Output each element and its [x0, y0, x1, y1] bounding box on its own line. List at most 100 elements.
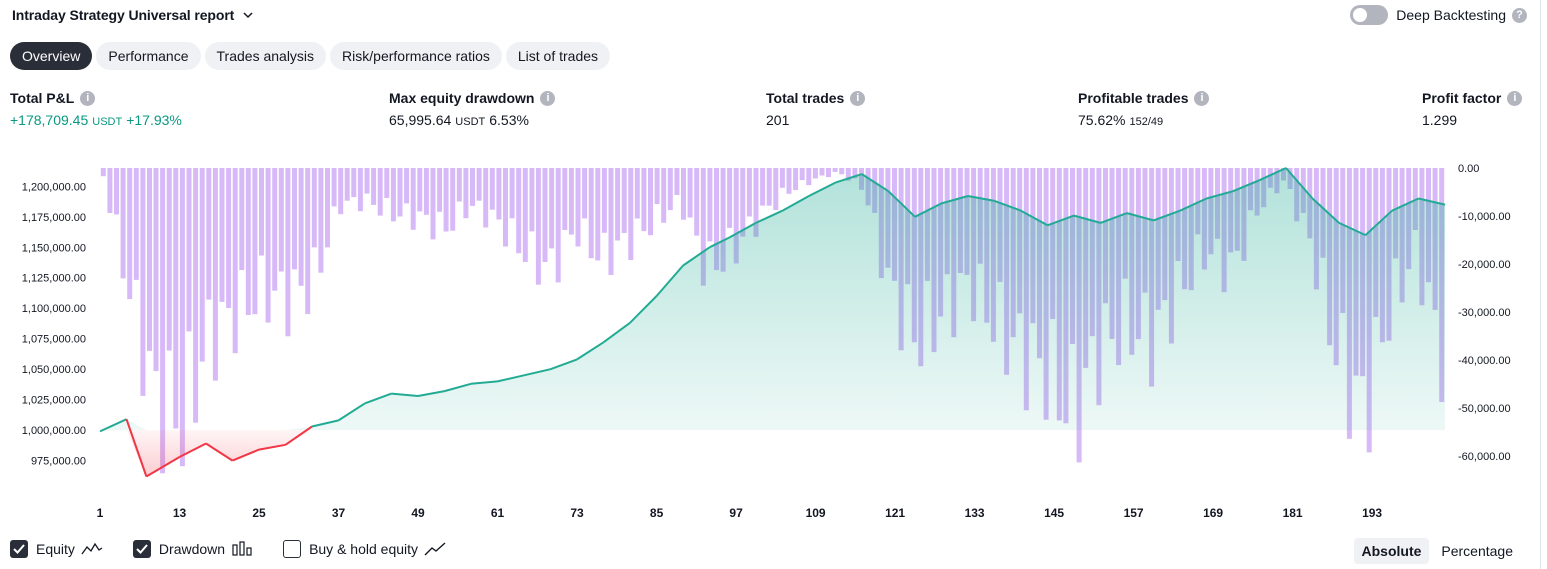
right-axis-tick: -50,000.00 — [1458, 403, 1511, 415]
equity-drawdown-chart[interactable]: 1,200,000.00 1,175,000.00 1,150,000.00 1,12… — [0, 150, 1540, 535]
drawdown-bar — [522, 168, 528, 262]
x-axis-tick: 49 — [411, 506, 425, 520]
metric-max-equity-drawdown: Max equity drawdown i 65,995.64 USDT 6.53… — [389, 88, 556, 132]
drawdown-bar — [727, 168, 733, 228]
info-icon[interactable]: i — [540, 90, 556, 106]
report-title-dropdown[interactable]: Intraday Strategy Universal report — [12, 4, 254, 26]
equity-segment — [1073, 214, 1101, 224]
info-icon[interactable]: i — [1507, 90, 1523, 106]
drawdown-bar — [390, 168, 396, 222]
drawdown-bar — [839, 168, 845, 175]
x-axis-tick: 85 — [650, 506, 664, 520]
absolute-button[interactable]: Absolute — [1353, 538, 1430, 564]
drawdown-bar — [542, 168, 548, 262]
drawdown-bar — [259, 168, 264, 256]
legend-equity[interactable]: Equity — [10, 540, 103, 558]
drawdown-bar — [450, 168, 456, 231]
equity-area — [100, 168, 1445, 477]
equity-segment — [179, 442, 207, 458]
drawdown-bar — [641, 168, 647, 232]
tab-trades-analysis[interactable]: Trades analysis — [204, 42, 327, 70]
equity-area-profit — [100, 168, 1445, 431]
drawdown-bar — [760, 168, 766, 206]
right-axis-tick: 0.00 — [1458, 163, 1479, 175]
legend-buy-hold[interactable]: Buy & hold equity — [283, 540, 446, 558]
equity-segment — [994, 199, 1022, 212]
checkbox-buy-hold[interactable] — [283, 540, 302, 558]
equity-icon — [81, 542, 103, 555]
legend-drawdown[interactable]: Drawdown — [132, 540, 253, 558]
drawdown-bar — [628, 168, 634, 260]
drawdown-bar — [575, 168, 581, 247]
help-icon[interactable]: ? — [1512, 7, 1527, 23]
drawdown-bar — [443, 168, 449, 232]
drawdown-bar — [245, 168, 251, 315]
drawdown-bar — [753, 168, 759, 237]
metric-value: 65,995.64 — [389, 112, 452, 128]
equity-segment — [523, 368, 551, 377]
deep-backtesting-toggle[interactable] — [1350, 5, 1389, 25]
equity-segment — [808, 181, 836, 197]
equity-segment — [364, 392, 392, 405]
checkbox-drawdown[interactable] — [132, 540, 151, 558]
x-axis-tick: 157 — [1124, 506, 1144, 520]
right-axis-tick: -40,000.00 — [1458, 355, 1511, 367]
info-icon[interactable]: i — [1194, 90, 1210, 106]
tab-performance[interactable]: Performance — [96, 42, 201, 70]
drawdown-bar — [740, 168, 746, 237]
right-axis-tick: -20,000.00 — [1458, 259, 1511, 271]
legend-drawdown-label: Drawdown — [158, 541, 226, 557]
equity-segment — [1232, 179, 1260, 193]
drawdown-bar — [357, 168, 363, 212]
x-axis-tick: 1 — [97, 506, 104, 520]
checkbox-equity[interactable] — [10, 540, 28, 558]
metric-ratio: 152/49 — [1129, 116, 1164, 128]
tab-risk-performance-ratios[interactable]: Risk/performance ratios — [330, 42, 502, 70]
legend-buy-hold-label: Buy & hold equity — [309, 541, 419, 557]
equity-segment — [391, 392, 419, 397]
metric-label: Total P&L — [10, 90, 75, 106]
equity-area-loss — [100, 430, 1445, 477]
drawdown-bar — [621, 168, 627, 233]
drawdown-bar — [779, 168, 785, 188]
legend-equity-label: Equity — [36, 541, 75, 557]
equity-segment — [1179, 197, 1207, 212]
drawdown-bar — [845, 168, 851, 181]
equity-segment — [655, 264, 684, 297]
left-axis: 1,200,000.00 1,175,000.00 1,150,000.00 1,12… — [22, 181, 86, 467]
drawdown-bar — [1195, 168, 1201, 235]
drawdown-bar — [595, 168, 601, 261]
equity-segment — [258, 443, 286, 451]
drawdown-bar — [133, 168, 139, 280]
equity-segment — [311, 419, 339, 428]
left-axis-tick: 1,100,000.00 — [22, 303, 86, 315]
drawdown-bar — [674, 168, 680, 195]
drawdown-bar — [516, 168, 522, 254]
info-icon[interactable]: i — [850, 90, 866, 106]
metric-profitable-trades: Profitable trades i 75.62% 152/49 — [1078, 88, 1210, 132]
drawdown-bar — [707, 168, 713, 242]
equity-segment — [470, 380, 498, 385]
drawdown-bar — [503, 168, 508, 247]
x-axis-tick: 61 — [491, 506, 505, 520]
right-axis-tick: -30,000.00 — [1458, 307, 1511, 319]
drawdown-bar — [496, 168, 502, 220]
tab-list-of-trades[interactable]: List of trades — [505, 42, 611, 70]
drawdown-bar — [219, 168, 225, 302]
equity-segment — [337, 402, 366, 422]
info-icon[interactable]: i — [80, 90, 96, 106]
equity-segment — [941, 195, 969, 205]
drawdown-bar — [661, 168, 667, 223]
drawdown-bar — [100, 168, 106, 177]
right-axis-tick: -60,000.00 — [1458, 451, 1511, 463]
drawdown-bar — [489, 168, 495, 210]
drawdown-bar — [147, 168, 152, 351]
drawdown-bar — [733, 168, 739, 264]
percentage-button[interactable]: Percentage — [1441, 543, 1513, 559]
drawdown-bar — [371, 168, 377, 205]
drawdown-bar — [331, 168, 337, 207]
x-axis-tick: 109 — [806, 506, 826, 520]
equity-segment — [444, 382, 472, 393]
drawdown-bar — [186, 168, 192, 332]
tab-overview[interactable]: Overview — [10, 42, 93, 70]
